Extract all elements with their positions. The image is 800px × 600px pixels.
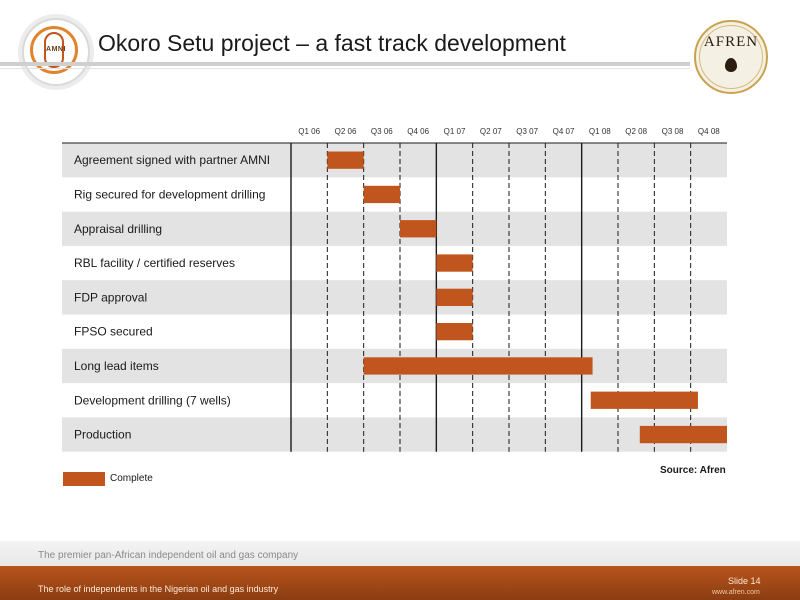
task-label: Appraisal drilling: [74, 222, 162, 236]
task-bar: [327, 151, 364, 169]
logo-ring: [30, 26, 78, 74]
page-title: Okoro Setu project – a fast track develo…: [98, 30, 566, 56]
task-label: Rig secured for development drilling: [74, 187, 265, 201]
footer-band: [0, 566, 800, 600]
afren-logo-ring: [699, 25, 763, 89]
afren-logo-text: AFREN: [703, 34, 759, 50]
task-bar: [363, 357, 593, 375]
task-label: Long lead items: [74, 359, 159, 373]
logo-inner-mark: [44, 32, 64, 68]
amni-logo-text: AMNI: [46, 46, 66, 53]
footer-presentation-title: The role of independents in the Nigerian…: [38, 584, 279, 594]
task-label: Agreement signed with partner AMNI: [74, 153, 270, 167]
tagline-band: [0, 541, 800, 567]
legend-complete-swatch: [63, 472, 105, 486]
footer-url: www.afren.com: [712, 589, 760, 596]
quarter-label: Q1 08: [589, 127, 611, 136]
task-bar: [436, 288, 473, 306]
quarter-label: Q1 07: [444, 127, 466, 136]
task-label: FDP approval: [74, 290, 147, 304]
task-label: Production: [74, 428, 131, 442]
quarter-label: Q4 06: [407, 127, 429, 136]
task-bar: [639, 425, 727, 444]
quarter-label: Q1 06: [298, 127, 320, 136]
header-divider-thin: [0, 68, 690, 69]
row-stripe: [62, 280, 727, 315]
task-label: RBL facility / certified reserves: [74, 256, 235, 270]
quarter-label: Q3 07: [516, 127, 538, 136]
row-stripe: [62, 211, 727, 246]
quarter-label: Q2 08: [625, 127, 647, 136]
task-bar: [363, 185, 400, 204]
task-label: Development drilling (7 wells): [74, 393, 231, 407]
header-divider: [0, 62, 690, 66]
quarter-label: Q4 07: [553, 127, 575, 136]
legend-complete-label: Complete: [110, 473, 153, 484]
amni-logo: AMNI: [22, 18, 90, 86]
afren-logo: AFREN: [694, 20, 768, 94]
oil-drop-icon: [725, 58, 737, 72]
task-bar: [436, 323, 473, 341]
task-bar: [590, 391, 698, 409]
company-tagline: The premier pan-African independent oil …: [38, 550, 299, 561]
task-bar: [436, 254, 473, 272]
quarter-label: Q3 06: [371, 127, 393, 136]
task-label: FPSO secured: [74, 325, 153, 339]
quarter-label: Q3 08: [662, 127, 684, 136]
quarter-label: Q2 07: [480, 127, 502, 136]
slide-number: Slide 14: [728, 576, 761, 586]
task-bar: [400, 220, 437, 238]
quarter-label: Q4 08: [698, 127, 720, 136]
quarter-label: Q2 06: [335, 127, 357, 136]
row-stripe: [62, 143, 727, 178]
row-stripe: [62, 417, 727, 452]
source-note: Source: Afren: [660, 465, 726, 476]
